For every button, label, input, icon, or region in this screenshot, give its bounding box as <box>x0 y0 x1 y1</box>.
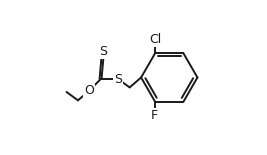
Text: Cl: Cl <box>149 33 161 46</box>
Text: O: O <box>84 84 94 97</box>
Text: F: F <box>151 109 158 122</box>
Text: S: S <box>99 45 107 58</box>
Text: S: S <box>114 73 122 86</box>
